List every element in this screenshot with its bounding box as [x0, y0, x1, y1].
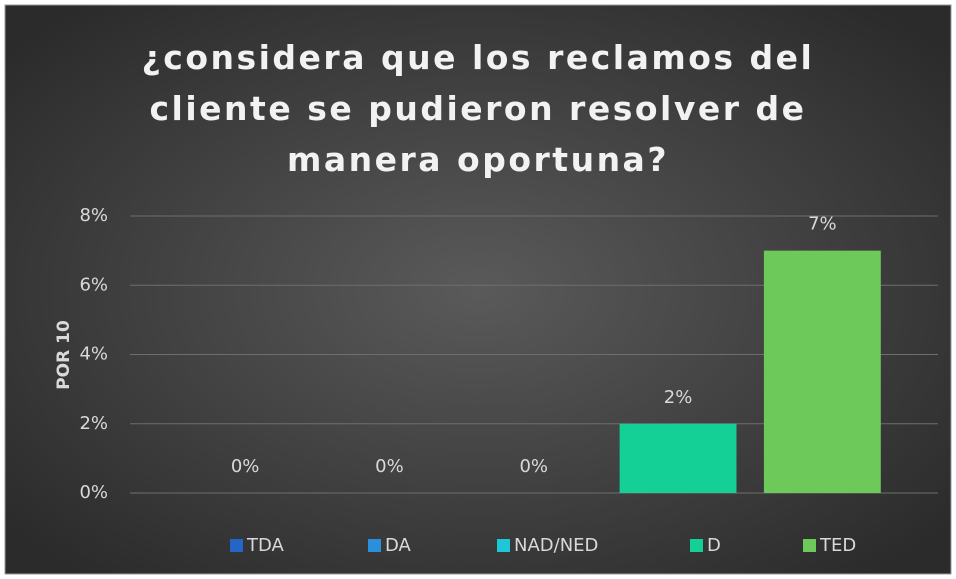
bar	[619, 423, 737, 493]
legend-swatch	[230, 539, 243, 552]
legend-label: TED	[819, 535, 856, 556]
legend-swatch	[368, 539, 381, 552]
legend-label: D	[707, 535, 721, 556]
value-label: 0%	[519, 456, 548, 477]
legend-label: NAD/NED	[514, 535, 598, 556]
chart-title: ¿considera que los reclamos del cliente …	[141, 38, 815, 179]
legend-label: TDA	[246, 535, 285, 556]
value-label: 0%	[231, 456, 260, 477]
y-tick-label: 6%	[79, 274, 108, 295]
value-label: 2%	[664, 387, 693, 408]
value-label: 0%	[375, 456, 404, 477]
legend-swatch	[497, 539, 510, 552]
y-tick-label: 8%	[79, 205, 108, 226]
bar	[763, 250, 881, 493]
legend-label: DA	[385, 535, 412, 556]
legend-swatch	[803, 539, 816, 552]
y-tick-label: 2%	[79, 413, 108, 434]
y-axis-title: POR 10	[54, 320, 74, 390]
y-tick-label: 4%	[79, 344, 108, 365]
value-label: 7%	[808, 214, 837, 235]
legend-swatch	[690, 539, 703, 552]
y-tick-label: 0%	[79, 482, 108, 503]
